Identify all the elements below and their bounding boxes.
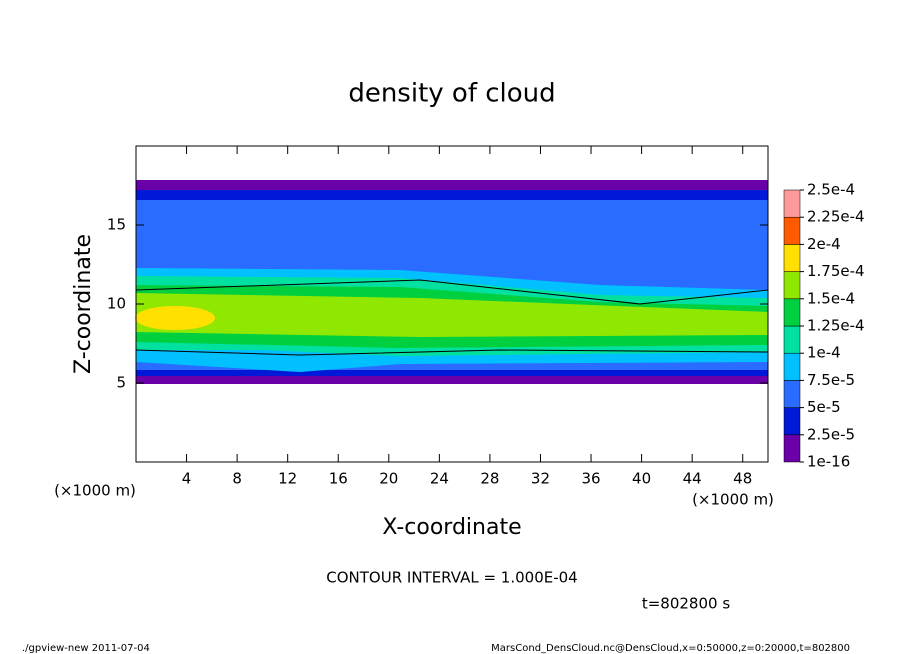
contour-line xyxy=(135,279,769,305)
field-band xyxy=(136,293,768,337)
y-tick-label: 5 xyxy=(116,374,126,392)
colorbar-label: 1.75e-4 xyxy=(807,262,865,280)
x-unit-label: (×1000 m) xyxy=(692,491,774,509)
colorbar-label: 2e-4 xyxy=(807,235,841,253)
contour-interval: CONTOUR INTERVAL = 1.000E-04 xyxy=(326,569,577,587)
colorbar-cell xyxy=(783,380,801,408)
colorbar-label: 1e-16 xyxy=(807,453,850,471)
chart-title: density of cloud xyxy=(348,79,555,109)
colorbar-cell xyxy=(783,244,801,272)
y-tick-label: 10 xyxy=(107,295,126,313)
colorbar-cell xyxy=(783,407,801,436)
x-tick-label: 24 xyxy=(430,470,449,488)
x-tick-label: 40 xyxy=(632,470,651,488)
colorbar-label: 7.5e-5 xyxy=(807,371,855,389)
colorbar-label: 1e-4 xyxy=(807,344,841,362)
colorbar-cell xyxy=(783,189,801,218)
contour-line xyxy=(135,349,769,356)
colorbar-cell xyxy=(783,216,801,245)
colorbar-cell xyxy=(783,434,801,463)
colorbar-label: 2.5e-4 xyxy=(807,181,855,199)
x-tick-label: 28 xyxy=(480,470,499,488)
colorbar-label: 5e-5 xyxy=(807,398,841,416)
x-tick-label: 4 xyxy=(182,470,192,488)
x-tick-label: 12 xyxy=(278,470,297,488)
x-tick-label: 36 xyxy=(581,470,600,488)
y-tick-label: 15 xyxy=(107,216,126,234)
colorbar-cell xyxy=(783,271,801,300)
x-tick-label: 44 xyxy=(683,470,702,488)
colorbar-label: 2.25e-4 xyxy=(807,208,865,226)
colorbar-cell xyxy=(783,298,801,327)
x-tick-label: 48 xyxy=(733,470,752,488)
footer-right: MarsCond_DensCloud.nc@DensCloud,x=0:5000… xyxy=(491,643,850,654)
field-band xyxy=(135,306,215,330)
colorbar-cell xyxy=(783,352,801,381)
colorbar-label: 1.25e-4 xyxy=(807,317,865,335)
x-unit-label: (×1000 m) xyxy=(54,482,136,500)
colorbar-label: 2.5e-5 xyxy=(807,425,855,443)
footer-left: ./gpview-new 2011-07-04 xyxy=(22,643,150,654)
colorbar-label: 1.5e-4 xyxy=(807,289,855,307)
x-tick-label: 20 xyxy=(379,470,398,488)
colorbar-cell xyxy=(783,325,801,354)
field xyxy=(135,180,769,384)
y-axis-title: Z-coordinate xyxy=(71,234,96,374)
x-tick-label: 32 xyxy=(531,470,550,488)
time-label: t=802800 s xyxy=(642,595,730,613)
x-axis-title: X-coordinate xyxy=(382,515,521,540)
x-tick-label: 16 xyxy=(329,470,348,488)
x-tick-label: 8 xyxy=(232,470,242,488)
